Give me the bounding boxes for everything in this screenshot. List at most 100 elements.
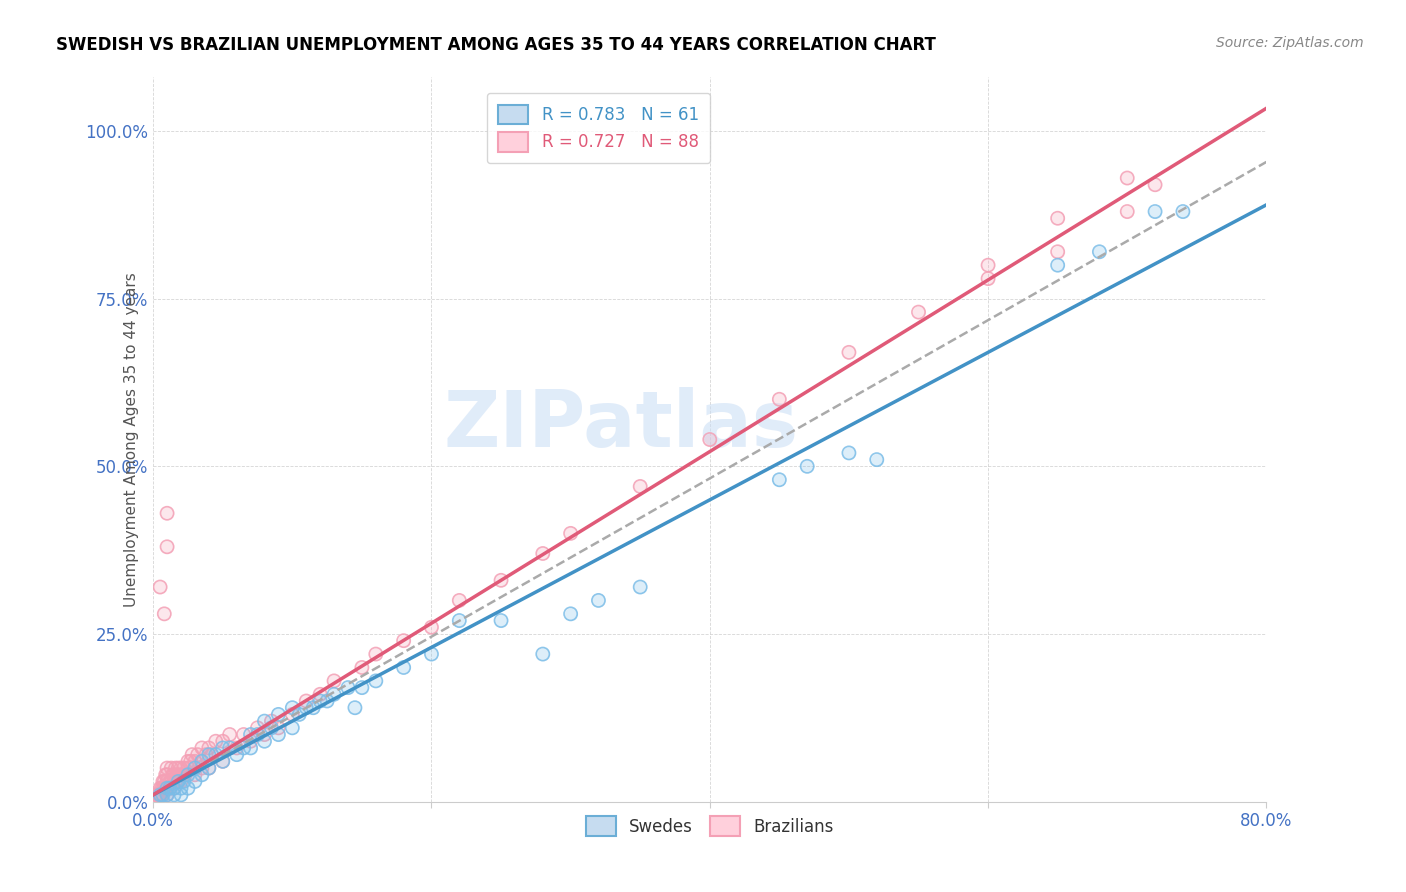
Point: [156, 788, 179, 802]
Point: [170, 788, 193, 802]
Point: [866, 452, 889, 467]
Point: [1116, 171, 1139, 186]
Point: [560, 526, 582, 541]
Point: [146, 788, 169, 802]
Point: [163, 768, 186, 782]
Point: [163, 788, 186, 802]
Point: [150, 788, 173, 802]
Point: [156, 540, 179, 554]
Point: [267, 721, 290, 735]
Point: [156, 761, 179, 775]
Point: [156, 768, 179, 782]
Point: [163, 781, 186, 796]
Point: [309, 687, 332, 701]
Point: [211, 734, 233, 748]
Point: [191, 740, 214, 755]
Point: [198, 740, 221, 755]
Point: [531, 647, 554, 661]
Point: [246, 721, 269, 735]
Point: [145, 788, 167, 802]
Point: [260, 721, 283, 735]
Point: [246, 727, 269, 741]
Point: [149, 781, 172, 796]
Point: [1116, 204, 1139, 219]
Point: [796, 459, 818, 474]
Point: [191, 768, 214, 782]
Point: [211, 734, 233, 748]
Point: [267, 707, 290, 722]
Point: [232, 740, 254, 755]
Point: [187, 747, 209, 762]
Point: [225, 740, 247, 755]
Point: [160, 761, 183, 775]
Point: [531, 547, 554, 561]
Point: [177, 781, 200, 796]
Point: [489, 574, 512, 588]
Point: [1046, 211, 1069, 226]
Point: [149, 781, 172, 796]
Point: [1116, 204, 1139, 219]
Point: [149, 580, 172, 594]
Point: [225, 747, 247, 762]
Point: [281, 700, 304, 714]
Point: [163, 768, 186, 782]
Point: [177, 781, 200, 796]
Point: [489, 614, 512, 628]
Point: [184, 761, 207, 775]
Point: [150, 788, 173, 802]
Point: [172, 768, 194, 782]
Point: [253, 734, 276, 748]
Point: [560, 607, 582, 621]
Point: [155, 781, 177, 796]
Point: [246, 721, 269, 735]
Point: [149, 788, 172, 802]
Point: [195, 747, 218, 762]
Point: [350, 660, 373, 674]
Point: [838, 345, 860, 359]
Point: [218, 740, 240, 755]
Point: [156, 788, 179, 802]
Point: [239, 740, 262, 755]
Point: [302, 700, 325, 714]
Point: [184, 755, 207, 769]
Point: [155, 768, 177, 782]
Point: [177, 768, 200, 782]
Point: [239, 734, 262, 748]
Point: [211, 755, 233, 769]
Point: [1116, 171, 1139, 186]
Point: [165, 774, 187, 789]
Point: [173, 761, 195, 775]
Point: [180, 755, 202, 769]
Point: [392, 633, 415, 648]
Point: [153, 607, 176, 621]
Point: [1046, 211, 1069, 226]
Point: [155, 768, 177, 782]
Point: [211, 755, 233, 769]
Point: [489, 574, 512, 588]
Point: [392, 660, 415, 674]
Point: [191, 768, 214, 782]
Point: [174, 768, 197, 782]
Point: [253, 714, 276, 728]
Point: [420, 647, 443, 661]
Point: [156, 781, 179, 796]
Point: [156, 761, 179, 775]
Point: [180, 755, 202, 769]
Point: [253, 734, 276, 748]
Point: [198, 740, 221, 755]
Point: [316, 694, 339, 708]
Point: [156, 781, 179, 796]
Point: [150, 781, 173, 796]
Point: [560, 607, 582, 621]
Point: [699, 433, 721, 447]
Point: [177, 761, 200, 775]
Point: [449, 593, 471, 607]
Point: [343, 700, 366, 714]
Point: [218, 740, 240, 755]
Point: [1046, 258, 1069, 272]
Point: [198, 761, 221, 775]
Point: [267, 727, 290, 741]
Point: [232, 740, 254, 755]
Point: [225, 747, 247, 762]
Point: [159, 774, 181, 789]
